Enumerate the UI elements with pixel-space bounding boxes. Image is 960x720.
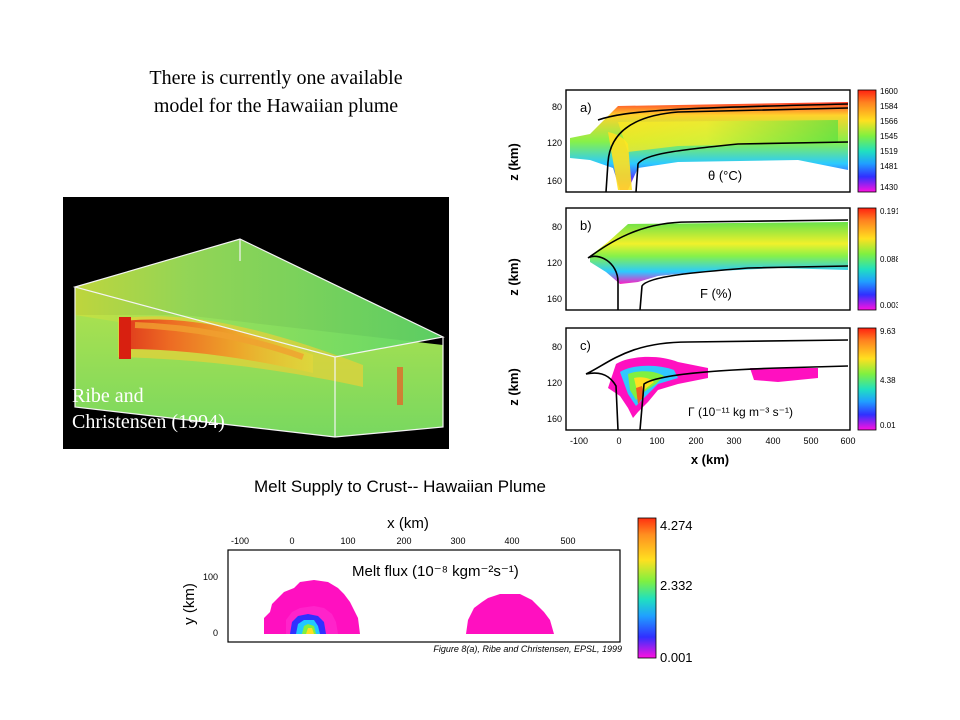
panel-a-cbar-tick-2: 1566: [880, 117, 898, 126]
panel-b-tick-160: 160: [547, 294, 562, 304]
panel-c-tick-80: 80: [552, 342, 562, 352]
panels-x-tick-0: -100: [570, 436, 588, 446]
panels-x-tick-1: 0: [616, 436, 621, 446]
panel-b-tag: b): [580, 218, 592, 233]
panel-c-cbar-tick-1: 4.38: [880, 376, 896, 385]
panel-c-cbar-tick-2: 0.01: [880, 421, 896, 430]
panel-c-quantity: Γ (10⁻¹¹ kg m⁻³ s⁻¹): [688, 405, 793, 419]
panel-b-ylabel: z (km): [506, 258, 521, 296]
melt-x-tick-1: 0: [289, 536, 294, 546]
panel-a-cbar-tick-3: 1545: [880, 132, 898, 141]
panel-a-colorbar: [857, 89, 877, 193]
panel-b-cbar-tick-0: 0.191: [880, 207, 898, 216]
panels-x-tick-3: 200: [688, 436, 703, 446]
melt-x-tick-2: 100: [340, 536, 355, 546]
panel-c-cbar-tick-0: 9.63: [880, 327, 896, 336]
panel-a-cbar-tick-1: 1584: [880, 102, 898, 111]
panel-c-tick-160: 160: [547, 414, 562, 424]
panel-c-colorbar: [857, 327, 877, 431]
panel-c: c) Γ (10⁻¹¹ kg m⁻³ s⁻¹) 80 120 160 9.63 …: [547, 327, 896, 431]
panel-a-tag: a): [580, 100, 592, 115]
panel-b-cbar-tick-1: 0.088: [880, 255, 898, 264]
melt-supply-figure: Melt Supply to Crust-- Hawaiian Plume x …: [168, 472, 728, 672]
panel-a-cbar-tick-5: 1481: [880, 162, 898, 171]
panel-a-quantity: θ (°C): [708, 168, 742, 183]
melt-y-tick-100: 100: [203, 572, 218, 582]
heading-line-2: model for the Hawaiian plume: [153, 95, 399, 117]
melt-credit: Figure 8(a), Ribe and Christensen, EPSL,…: [433, 644, 622, 654]
plume-3d-render: Ribe and Christensen (1994): [63, 197, 449, 449]
melt-x-tick-4: 300: [450, 536, 465, 546]
heading-line-1: There is currently one available: [149, 67, 403, 89]
melt-y-tick-0: 0: [213, 628, 218, 638]
plume-3d-render-image: [72, 238, 445, 438]
melt-quantity: Melt flux (10⁻⁸ kgm⁻²s⁻¹): [352, 563, 519, 580]
melt-title: Melt Supply to Crust-- Hawaiian Plume: [254, 477, 546, 496]
panels-x-tick-6: 500: [803, 436, 818, 446]
panel-a-cbar-tick-6: 1430: [880, 183, 898, 192]
melt-xlabel: x (km): [387, 515, 429, 532]
panel-c-tick-120: 120: [547, 378, 562, 388]
melt-supply-map: Melt Supply to Crust-- Hawaiian Plume x …: [181, 477, 693, 665]
panel-b-tick-120: 120: [547, 258, 562, 268]
panel-a-tick-80: 80: [552, 102, 562, 112]
melt-x-tick-3: 200: [396, 536, 411, 546]
panel-b-tick-80: 80: [552, 222, 562, 232]
render-caption: Ribe and Christensen (1994): [72, 383, 225, 435]
panels-xlabel: x (km): [691, 452, 729, 467]
panel-a-ylabel: z (km): [506, 143, 521, 181]
melt-cbar-tick-1: 2.332: [660, 578, 693, 593]
melt-colorbar: [637, 517, 657, 659]
melt-ylabel: y (km): [181, 583, 198, 625]
panel-a-tick-160: 160: [547, 176, 562, 186]
melt-cbar-tick-2: 0.001: [660, 650, 693, 665]
panels-x-tick-7: 600: [840, 436, 855, 446]
melt-x-tick-0: -100: [231, 536, 249, 546]
render-caption-line-1: Ribe and: [72, 385, 144, 407]
panel-c-ylabel: z (km): [506, 368, 521, 406]
cross-section-figure: z (km) z (km) z (km) a) θ (°C) 80 120 16…: [478, 72, 901, 477]
panels-x-axis: -100 0 100 200 300 400 500 600 x (km): [570, 436, 856, 467]
panel-b-cbar-tick-2: 0.003: [880, 301, 898, 310]
melt-x-tick-5: 400: [504, 536, 519, 546]
melt-x-tick-6: 500: [560, 536, 575, 546]
panel-b: b) F (%) 80 120 160 0.191 0.088 0.003: [547, 207, 901, 311]
panel-c-tag: c): [580, 338, 591, 353]
panel-b-colorbar: [857, 207, 877, 311]
panel-a-tick-120: 120: [547, 138, 562, 148]
render-caption-line-2: Christensen (1994): [72, 411, 225, 433]
cross-section-panels: z (km) z (km) z (km) a) θ (°C) 80 120 16…: [506, 87, 901, 467]
panels-x-tick-2: 100: [649, 436, 664, 446]
panel-b-quantity: F (%): [700, 286, 732, 301]
panels-x-tick-4: 300: [726, 436, 741, 446]
melt-cbar-tick-0: 4.274: [660, 518, 693, 533]
slide-heading: There is currently one available model f…: [96, 64, 456, 120]
panel-a-cbar-tick-4: 1519: [880, 147, 898, 156]
melt-x-ticks: -100 0 100 200 300 400 500: [231, 536, 576, 546]
panel-a-cbar-tick-0: 1600: [880, 87, 898, 96]
panel-a: a) θ (°C) 80 120 160 1600 1584 1566 1545…: [547, 87, 898, 193]
panels-x-tick-5: 400: [765, 436, 780, 446]
